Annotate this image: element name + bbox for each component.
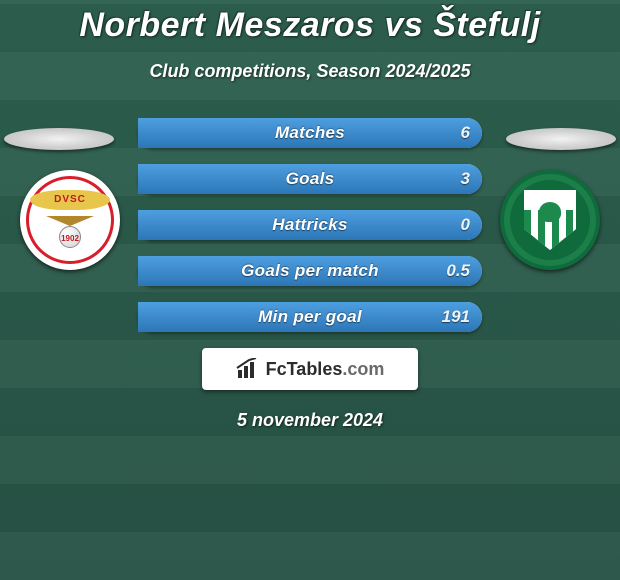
comparison-rows: Matches6Goals3Hattricks0Goals per match0…	[138, 118, 482, 332]
comparison-row: Matches6	[138, 118, 482, 148]
value-right: 6	[461, 118, 470, 148]
player-halo-left	[4, 128, 114, 150]
comparison-row: Hattricks0	[138, 210, 482, 240]
subtitle: Club competitions, Season 2024/2025	[0, 61, 620, 82]
stat-label: Hattricks	[138, 210, 482, 240]
value-right: 0.5	[446, 256, 470, 286]
club-crest-left: DVSC 1902	[20, 170, 120, 270]
club-crest-right	[500, 170, 600, 270]
crest-left-code: DVSC	[30, 190, 110, 210]
brand-chart-icon	[236, 358, 262, 380]
stat-label: Min per goal	[138, 302, 482, 332]
stat-label: Goals	[138, 164, 482, 194]
brand-name: FcTables	[266, 359, 343, 379]
value-right: 191	[442, 302, 470, 332]
value-right: 3	[461, 164, 470, 194]
comparison-row: Goals3	[138, 164, 482, 194]
comparison-row: Min per goal191	[138, 302, 482, 332]
stat-label: Matches	[138, 118, 482, 148]
stat-label: Goals per match	[138, 256, 482, 286]
crest-left-year: 1902	[20, 234, 120, 243]
brand-text: FcTables.com	[266, 359, 385, 380]
date-label: 5 november 2024	[0, 410, 620, 431]
value-right: 0	[461, 210, 470, 240]
player-halo-right	[506, 128, 616, 150]
brand-badge: FcTables.com	[202, 348, 418, 390]
comparison-row: Goals per match0.5	[138, 256, 482, 286]
page-title: Norbert Meszaros vs Štefulj	[0, 0, 620, 45]
brand-domain: .com	[342, 359, 384, 379]
